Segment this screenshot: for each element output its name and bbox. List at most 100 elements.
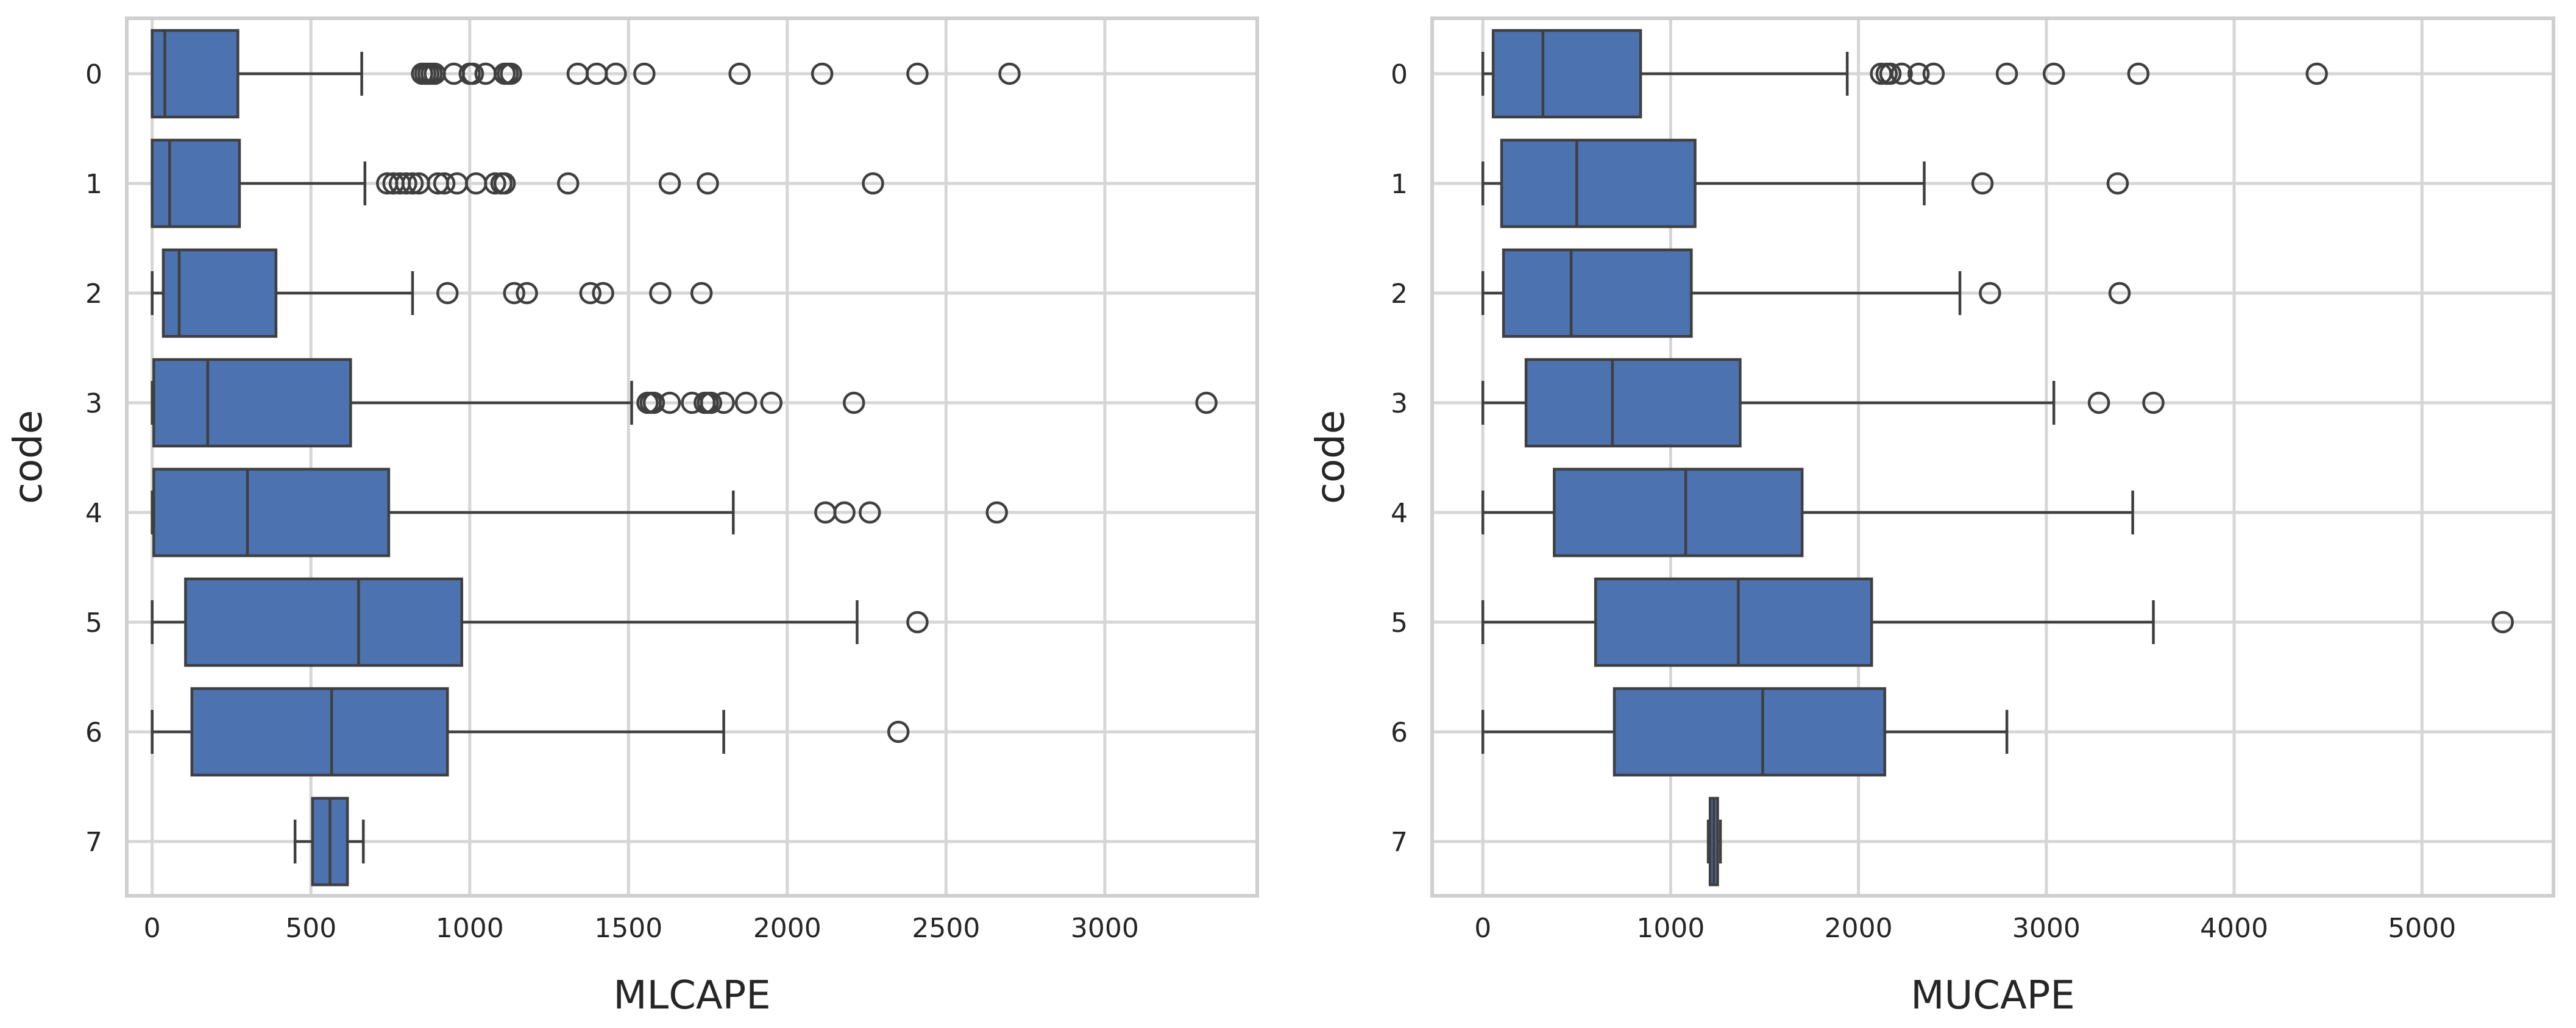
box-code-6	[1481, 687, 2009, 777]
box-code-6	[151, 687, 910, 777]
x-tick-label: 3000	[2012, 913, 2081, 944]
outlier-point	[760, 391, 783, 414]
outlier-point	[658, 172, 681, 195]
box-code-1	[1481, 138, 2129, 229]
x-tick-label: 2000	[753, 913, 821, 944]
outlier-point	[887, 720, 910, 743]
outlier-point	[1879, 62, 1902, 85]
outlier-point	[592, 282, 614, 305]
box-code-0	[1481, 29, 2328, 119]
plot-frame	[125, 16, 1259, 898]
outlier-point	[2087, 391, 2110, 414]
box-code-5	[1481, 577, 2514, 667]
iqr-box	[1524, 358, 1742, 448]
x-tick-label: 4000	[2200, 913, 2268, 944]
mucape-boxplot-panel: 0 1000 2000 3000 4000 5000 0 1 2 3 4 5 6 7 MUCAPE code	[1308, 16, 2555, 1018]
y-tick-label: 2	[85, 278, 102, 310]
box-code-3	[151, 358, 1218, 448]
y-tick-label: 3	[85, 388, 102, 419]
box-code-7	[1706, 796, 1722, 887]
x-tick-label: 2500	[912, 913, 980, 944]
iqr-box	[151, 29, 240, 119]
outlier-point	[649, 282, 672, 305]
outlier-point	[700, 391, 723, 414]
iqr-box	[152, 358, 352, 448]
y-tick-label: 1	[85, 169, 102, 200]
y-tick-label: 5	[1391, 608, 1408, 639]
outlier-point	[2305, 62, 2328, 85]
outlier-point	[493, 172, 516, 195]
outlier-point	[1907, 62, 1930, 85]
outlier-point	[811, 62, 834, 85]
box-code-2	[151, 248, 713, 338]
y-tick-label: 7	[1391, 827, 1408, 858]
outlier-point	[859, 501, 881, 524]
outlier-point	[1971, 172, 1994, 195]
iqr-box	[151, 138, 241, 229]
outlier-point	[1195, 391, 1218, 414]
box-code-4	[1481, 467, 2134, 558]
iqr-box	[152, 467, 391, 558]
outlier-point	[395, 172, 417, 195]
x-tick-label: 5000	[2388, 913, 2456, 944]
outlier-point	[433, 172, 456, 195]
outlier-point	[690, 282, 713, 305]
x-tick-label: 1000	[1636, 913, 1705, 944]
iqr-box	[1502, 248, 1693, 338]
y-tick-label: 6	[1391, 717, 1408, 748]
outlier-point	[1979, 282, 2001, 305]
y-tick-label: 4	[1391, 498, 1408, 529]
outlier-point	[2106, 172, 2129, 195]
outlier-point	[658, 391, 681, 414]
iqr-box	[161, 248, 278, 338]
y-tick-label: 6	[85, 717, 102, 748]
x-tick-label: 2000	[1825, 913, 1893, 944]
outlier-point	[842, 391, 865, 414]
mlcape-boxplot-panel: 0 500 1000 1500 2000 2500 3000 0 1 2 3 4 5 6 7 MLCAPE co…	[6, 16, 1259, 1018]
outlier-point	[728, 62, 751, 85]
outlier-point	[697, 172, 719, 195]
y-tick-label: 1	[1391, 169, 1408, 200]
y-tick-label: 0	[85, 59, 102, 90]
outlier-point	[642, 391, 665, 414]
outlier-point	[605, 62, 627, 85]
outlier-point	[2042, 62, 2065, 85]
outlier-point	[1995, 62, 2018, 85]
y-axis-label: code	[6, 410, 51, 504]
iqr-box	[1500, 138, 1697, 229]
box-code-1	[151, 138, 884, 229]
x-axis-label: MUCAPE	[1911, 973, 2075, 1018]
x-tick-label: 500	[285, 913, 336, 944]
outlier-point	[436, 282, 459, 305]
y-tick-label: 2	[1391, 278, 1408, 310]
outlier-point	[2491, 611, 2514, 634]
y-tick-label: 7	[85, 827, 102, 858]
y-axis-label: code	[1308, 410, 1354, 504]
x-axis-label: MLCAPE	[613, 973, 770, 1018]
box-code-5	[151, 577, 929, 667]
y-tick-label: 5	[85, 608, 102, 639]
x-tick-label: 0	[144, 913, 161, 944]
box-code-4	[151, 467, 1008, 558]
outlier-point	[862, 172, 884, 195]
x-tick-label: 0	[1474, 913, 1491, 944]
iqr-box	[184, 577, 463, 667]
x-tick-label: 1500	[594, 913, 662, 944]
outlier-point	[734, 391, 758, 414]
outlier-point	[985, 501, 1008, 524]
y-tick-label: 3	[1391, 388, 1408, 419]
outlier-point	[2142, 391, 2165, 414]
iqr-box	[1553, 467, 1804, 558]
outlier-point	[557, 172, 580, 195]
box-code-0	[151, 29, 1021, 119]
outlier-point	[500, 62, 522, 85]
iqr-box	[1594, 577, 1873, 667]
outlier-point	[906, 611, 929, 634]
plot-frame	[1430, 16, 2555, 898]
outlier-point	[1890, 62, 1913, 85]
outlier-point	[906, 62, 929, 85]
outlier-point	[712, 391, 735, 414]
outlier-point	[401, 172, 424, 195]
y-tick-label: 0	[1391, 59, 1408, 90]
